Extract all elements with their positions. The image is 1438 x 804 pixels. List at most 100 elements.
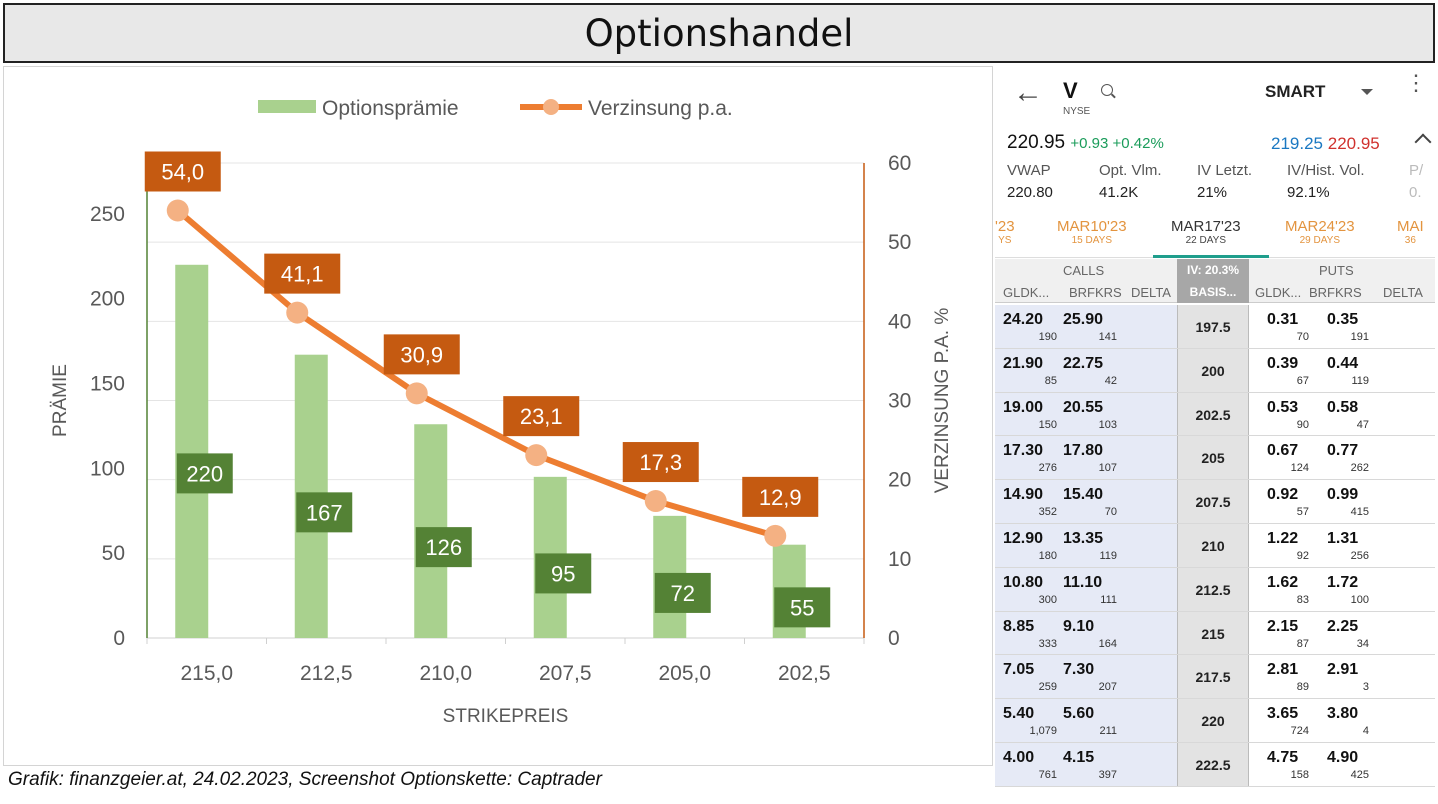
tab-expiry-mar10[interactable]: MAR10'23 15 DAYS [1057, 218, 1127, 246]
series-line [175, 208, 777, 539]
put-bid[interactable]: 3.65 [1267, 705, 1299, 723]
put-bid[interactable]: 2.81 [1267, 661, 1299, 679]
col-delta-calls[interactable]: DELTA [1131, 285, 1171, 300]
col-delta-puts[interactable]: DELTA [1383, 285, 1423, 300]
put-ask[interactable]: 0.99 [1327, 486, 1359, 504]
put-bid[interactable]: 4.75 [1267, 748, 1299, 766]
call-ask[interactable]: 20.55 [1063, 398, 1104, 416]
chevron-down-icon[interactable] [1361, 89, 1373, 95]
x-tick-label: 202,5 [778, 662, 831, 685]
put-ask-size: 262 [1350, 462, 1369, 475]
col-ask-puts[interactable]: BRFKRS [1309, 285, 1362, 300]
col-strike[interactable]: BASIS... [1177, 281, 1249, 303]
call-bid[interactable]: 4.00 [1003, 748, 1035, 766]
put-ask[interactable]: 0.77 [1327, 442, 1359, 460]
put-ask[interactable]: 4.90 [1327, 748, 1359, 766]
table-row[interactable]: 17.30 276 17.80 107 205 0.67 124 0.77 262 [995, 436, 1435, 481]
y2-tick-label: 50 [888, 231, 911, 254]
puts-cell-bg [1249, 655, 1429, 699]
call-bid[interactable]: 8.85 [1003, 617, 1035, 635]
table-row[interactable]: 7.05 259 7.30 207 217.5 2.81 89 2.91 3 [995, 655, 1435, 700]
expiry-date: MAR24'23 [1285, 218, 1355, 235]
table-row[interactable]: 10.80 300 11.10 111 212.5 1.62 83 1.72 100 [995, 567, 1435, 612]
put-ask-size: 415 [1350, 506, 1369, 519]
arrow-left-icon[interactable]: ← [1013, 76, 1043, 109]
col-bid-puts[interactable]: GLDK... [1255, 285, 1302, 300]
col-ask-calls[interactable]: BRFKRS [1069, 285, 1122, 300]
bar-data-label-box [774, 587, 831, 628]
y-axis-title: PRÄMIE [50, 364, 71, 437]
x-tick-label: 207,5 [539, 662, 592, 685]
call-bid-size: 180 [1038, 549, 1057, 562]
table-row[interactable]: 24.20 190 25.90 141 197.5 0.31 70 0.35 191 [995, 305, 1435, 349]
table-row[interactable]: 14.90 352 15.40 70 207.5 0.92 57 0.99 415 [995, 480, 1435, 524]
table-row[interactable]: 8.85 333 9.10 164 215 2.15 87 2.25 34 [995, 611, 1435, 656]
put-bid-size: 57 [1296, 506, 1309, 519]
table-row[interactable]: 19.00 150 20.55 103 202.5 0.53 90 0.58 47 [995, 392, 1435, 437]
call-ask[interactable]: 11.10 [1063, 573, 1103, 591]
call-bid[interactable]: 5.40 [1003, 705, 1035, 723]
put-bid[interactable]: 1.22 [1267, 529, 1299, 547]
x-tick-label: 212,5 [300, 662, 353, 685]
call-bid[interactable]: 7.05 [1003, 661, 1035, 679]
call-ask[interactable]: 9.10 [1063, 617, 1095, 635]
call-bid[interactable]: 24.20 [1003, 311, 1044, 328]
tab-expiry-prev[interactable]: '23 YS [995, 218, 1015, 246]
put-bid[interactable]: 0.39 [1267, 354, 1299, 372]
call-ask[interactable]: 7.30 [1063, 661, 1095, 679]
x-tick-label: 215,0 [180, 662, 233, 685]
tab-expiry-mar24[interactable]: MAR24'23 29 DAYS [1285, 218, 1355, 246]
call-bid[interactable]: 19.00 [1003, 398, 1044, 416]
call-bid[interactable]: 14.90 [1003, 486, 1044, 504]
table-row[interactable]: 4.00 761 4.15 397 222.5 4.75 158 4.90 425 [995, 742, 1435, 787]
line-data-label-box [264, 253, 341, 294]
put-ask[interactable]: 1.31 [1327, 529, 1359, 547]
put-ask[interactable]: 0.58 [1327, 398, 1359, 416]
call-bid[interactable]: 12.90 [1003, 529, 1044, 547]
table-row[interactable]: 12.90 180 13.35 119 210 1.22 92 1.31 256 [995, 523, 1435, 568]
call-ask[interactable]: 25.90 [1063, 311, 1104, 328]
call-bid[interactable]: 17.30 [1003, 442, 1044, 460]
line-point [286, 301, 309, 324]
col-bid-calls[interactable]: GLDK... [1003, 285, 1050, 300]
put-ask[interactable]: 3.80 [1327, 705, 1359, 723]
call-ask[interactable]: 13.35 [1063, 529, 1104, 547]
put-bid[interactable]: 2.15 [1267, 617, 1299, 635]
search-icon[interactable] [1101, 84, 1113, 96]
strike-cell-bg [1177, 699, 1249, 742]
tab-expiry-next[interactable]: MAI 36 [1397, 218, 1424, 246]
call-ask[interactable]: 22.75 [1063, 354, 1104, 372]
puts-cell-bg [1249, 742, 1429, 786]
put-bid[interactable]: 0.92 [1267, 486, 1299, 504]
call-ask[interactable]: 17.80 [1063, 442, 1104, 460]
put-bid[interactable]: 0.67 [1267, 442, 1299, 460]
call-bid[interactable]: 21.90 [1003, 354, 1044, 372]
line-data-label: 12,9 [759, 485, 802, 510]
call-ask[interactable]: 5.60 [1063, 705, 1095, 723]
call-ask[interactable]: 15.40 [1063, 486, 1104, 504]
call-ask[interactable]: 4.15 [1063, 748, 1095, 766]
strike-cell-bg [1177, 655, 1249, 699]
route-select[interactable]: SMART [1265, 82, 1326, 101]
line-data-label-box [503, 396, 580, 437]
line-point [405, 382, 428, 405]
y-tick-label: 0 [113, 627, 125, 650]
put-bid[interactable]: 1.62 [1267, 573, 1299, 591]
put-ask[interactable]: 1.72 [1327, 573, 1359, 591]
chevron-up-icon[interactable] [1414, 133, 1432, 151]
puts-cell-bg [1249, 348, 1429, 392]
put-ask[interactable]: 2.25 [1327, 617, 1359, 635]
table-row[interactable]: 5.40 1,079 5.60 211 220 3.65 724 3.80 4 [995, 699, 1435, 743]
bar-data-label-box [176, 453, 233, 494]
more-vertical-icon[interactable]: ⋮ [1405, 70, 1427, 95]
call-bid-size: 150 [1038, 418, 1057, 431]
put-bid[interactable]: 0.53 [1267, 398, 1299, 416]
put-ask[interactable]: 2.91 [1327, 661, 1359, 679]
put-bid[interactable]: 0.31 [1267, 311, 1299, 328]
put-ask[interactable]: 0.44 [1327, 354, 1359, 372]
tab-expiry-mar17[interactable]: MAR17'23 22 DAYS [1171, 218, 1241, 246]
call-bid[interactable]: 10.80 [1003, 573, 1044, 591]
call-bid-size: 1,079 [1029, 725, 1057, 738]
table-row[interactable]: 21.90 85 22.75 42 200 0.39 67 0.44 119 [995, 348, 1435, 393]
put-ask[interactable]: 0.35 [1327, 311, 1359, 328]
